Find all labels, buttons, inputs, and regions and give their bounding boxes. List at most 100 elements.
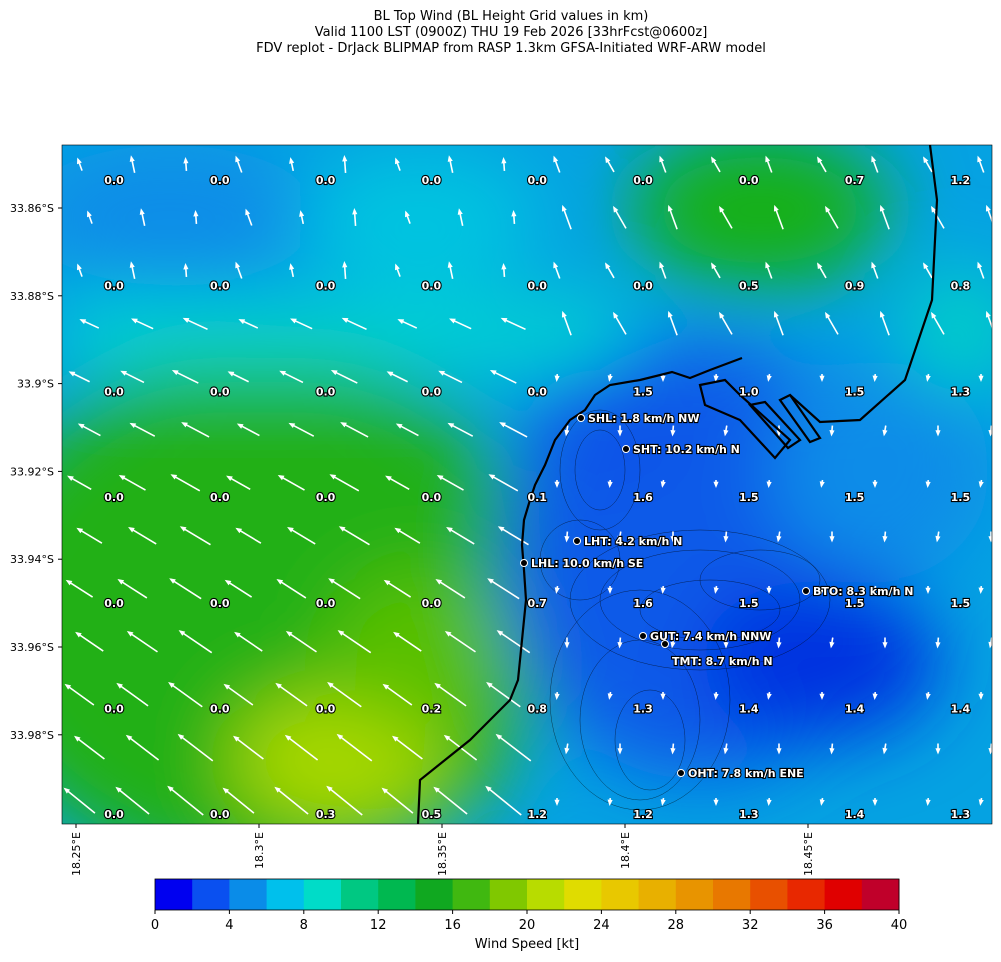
arrow-head (925, 693, 931, 700)
arrow-head (181, 422, 188, 428)
arrow-head (825, 205, 831, 213)
wind-arrow (438, 475, 464, 491)
wind-arrow (173, 370, 199, 384)
lon-label: 18.35°E (436, 832, 449, 876)
arrow-head (766, 693, 772, 700)
bl-height-value: 0.0 (527, 385, 547, 398)
arrow-head (564, 429, 570, 437)
arrow-head (607, 481, 613, 488)
bl-height-value: 1.5 (739, 491, 759, 504)
arrow-head (766, 481, 772, 488)
arrow-head (719, 205, 725, 213)
arrow-head (935, 535, 941, 543)
arrow-head (879, 204, 885, 212)
title-block: BL Top Wind (BL Height Grid values in km… (256, 9, 766, 56)
arrow-head (659, 155, 665, 163)
arrow-head (923, 262, 929, 270)
arrow-head (496, 630, 504, 636)
wind-arrow (129, 527, 157, 545)
arrow-head (923, 156, 929, 164)
colorbar-bin (489, 879, 528, 910)
arrow-head (391, 839, 397, 845)
colorbar-bin (415, 879, 454, 910)
arrow-head (394, 527, 402, 534)
bl-height-value: 1.4 (739, 703, 759, 716)
lat-label: 33.9°S (17, 378, 54, 391)
arrow-head (882, 642, 888, 649)
arrow-head (713, 693, 719, 700)
bl-height-value: 0.0 (210, 703, 230, 716)
arrow-head (776, 535, 782, 543)
arrow-head (670, 429, 676, 437)
arrow-head (394, 263, 400, 271)
arrow-head (765, 155, 771, 163)
lat-label: 33.98°S (10, 729, 54, 742)
bl-height-value: 0.9 (845, 280, 865, 293)
arrow-head (489, 370, 497, 376)
arrow-head (829, 747, 835, 755)
station-label: GUT: 7.4 km/h NNW (650, 630, 771, 643)
wind-arrow (168, 786, 204, 816)
bl-height-value: 1.6 (633, 491, 653, 504)
arrow-head (882, 854, 887, 860)
wind-arrow (444, 840, 477, 868)
bl-height-value: 0.0 (316, 597, 336, 610)
stations: SHL: 1.8 km/h NW SHT: 10.2 km/h N LHT: 4.2… (520, 411, 915, 781)
colorbar-tick-label: 12 (370, 918, 387, 933)
arrow-head (978, 481, 984, 488)
arrow-head (978, 693, 984, 700)
lat-label: 33.92°S (10, 465, 54, 478)
arrow-head (617, 430, 623, 437)
arrow-head (723, 854, 728, 860)
colorbar-bin (452, 879, 491, 910)
wind-arrow (118, 579, 148, 599)
bl-height-value: 0.0 (316, 280, 336, 293)
arrow-head (819, 799, 825, 806)
arrow-head (236, 423, 244, 429)
arrow-head (328, 578, 335, 584)
arrow-head (773, 204, 779, 212)
arrow-head (73, 735, 81, 742)
arrow-head (765, 261, 771, 269)
arrow-head (985, 310, 991, 318)
arrow-head (766, 587, 772, 594)
wind-arrow (225, 580, 253, 598)
arrow-head (935, 748, 941, 755)
arrow-head (139, 208, 145, 215)
arrow-head (488, 474, 496, 480)
arrow-head (183, 263, 189, 270)
arrow-head (279, 370, 287, 376)
wind-arrow (170, 578, 202, 600)
wind-arrow (64, 788, 96, 814)
arrow-head (289, 263, 295, 270)
arrow-head (232, 735, 240, 742)
wind-arrow (277, 579, 307, 599)
arrow-head (169, 578, 176, 584)
wind-arrow (227, 475, 251, 491)
arrow-head (342, 155, 348, 162)
arrow-head (289, 157, 295, 164)
arrow-head (613, 311, 619, 319)
colorbar-bin (378, 879, 416, 910)
bl-height-value: 1.5 (951, 491, 971, 504)
wind-arrow (68, 475, 92, 491)
arrow-head (935, 641, 941, 649)
arrow-head (499, 422, 506, 428)
wind-arrow (488, 578, 520, 600)
station-dot (573, 537, 581, 545)
arrow-head (817, 156, 823, 164)
arrow-head (115, 786, 122, 793)
arrow-head (872, 587, 878, 594)
arrow-head (68, 371, 76, 377)
colorbar-bin (750, 879, 788, 910)
coastline (416, 145, 939, 824)
arrow-head (776, 854, 781, 861)
bl-height-value: 1.0 (739, 385, 759, 398)
wind-arrow (276, 683, 308, 707)
arrow-head (660, 587, 666, 594)
arrow-head (511, 210, 517, 217)
arrow-head (274, 786, 281, 793)
arrow-head (395, 423, 403, 429)
wind-arrow (128, 631, 158, 653)
arrow-head (670, 854, 675, 860)
